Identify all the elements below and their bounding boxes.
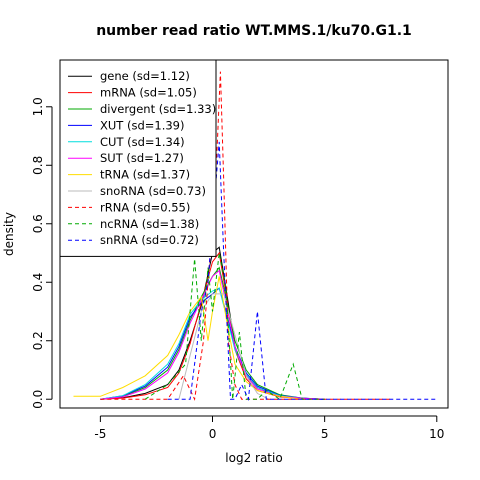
legend-label: divergent (sd=1.33) — [100, 102, 216, 116]
y-tick-label: 0.4 — [31, 273, 45, 292]
y-axis: 0.0 0.2 0.4 0.6 0.8 1.0 — [31, 97, 53, 409]
series-line-2 — [100, 266, 325, 400]
x-tick-label: 5 — [321, 427, 329, 441]
series-line-3 — [100, 287, 325, 400]
legend-label: SUT (sd=1.27) — [100, 151, 184, 165]
legend-label: ncRNA (sd=1.38) — [100, 217, 199, 231]
series-line-8 — [100, 71, 392, 401]
series-line-4 — [100, 287, 325, 400]
y-tick-label: 0.8 — [31, 156, 45, 175]
legend-label: gene (sd=1.12) — [100, 69, 190, 83]
y-tick-label: 0.6 — [31, 214, 45, 233]
legend-label: CUT (sd=1.34) — [100, 135, 185, 149]
chart-title: number read ratio WT.MMS.1/ku70.G1.1 — [96, 23, 412, 39]
legend-label: rRNA (sd=0.55) — [100, 200, 190, 214]
x-axis-label: log2 ratio — [225, 451, 282, 465]
legend-label: tRNA (sd=1.37) — [100, 168, 190, 182]
legend-label: snRNA (sd=0.72) — [100, 233, 199, 247]
x-tick-label: 0 — [209, 427, 217, 441]
y-tick-label: 0.2 — [31, 331, 45, 350]
y-tick-label: 1.0 — [31, 97, 45, 116]
legend: gene (sd=1.12) mRNA (sd=1.05) divergent (s… — [59, 59, 217, 257]
legend-label: snoRNA (sd=0.73) — [100, 184, 206, 198]
series-line-9 — [144, 252, 325, 400]
x-axis: -5 0 5 10 — [94, 415, 444, 441]
x-tick-label: 10 — [429, 427, 444, 441]
series-line-7 — [178, 293, 269, 400]
y-axis-label: density — [2, 212, 16, 256]
legend-label: mRNA (sd=1.05) — [100, 86, 197, 100]
y-tick-label: 0.0 — [31, 390, 45, 409]
x-tick-label: -5 — [94, 427, 106, 441]
series-line-5 — [100, 269, 325, 400]
series-line-10 — [167, 141, 437, 402]
legend-label: XUT (sd=1.39) — [100, 118, 184, 132]
